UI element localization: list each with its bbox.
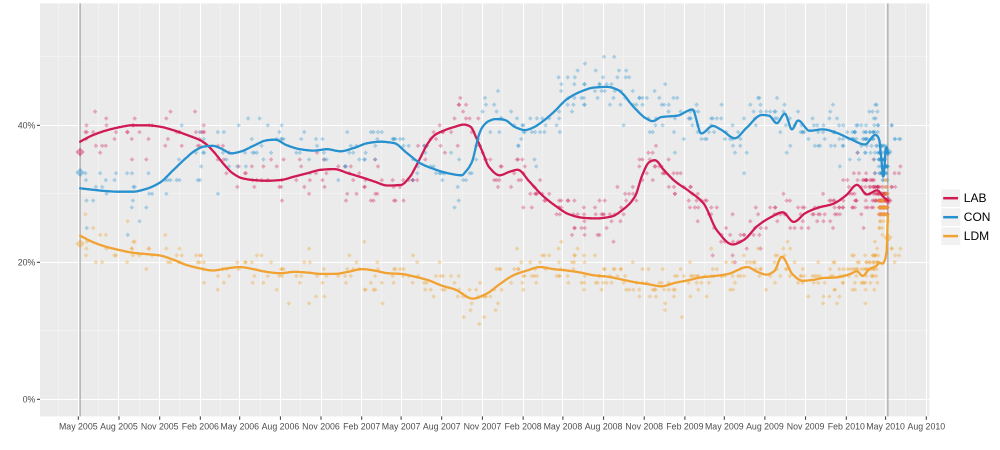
svg-text:Nov 2007: Nov 2007 xyxy=(464,422,502,432)
svg-text:0%: 0% xyxy=(23,394,36,404)
svg-text:LDM: LDM xyxy=(964,229,989,243)
svg-text:Feb 2007: Feb 2007 xyxy=(343,422,380,432)
svg-text:20%: 20% xyxy=(18,257,36,267)
svg-text:Nov 2005: Nov 2005 xyxy=(141,422,179,432)
svg-text:Aug 2006: Aug 2006 xyxy=(262,422,300,432)
svg-text:Feb 2010: Feb 2010 xyxy=(828,422,865,432)
svg-text:Feb 2008: Feb 2008 xyxy=(505,422,542,432)
svg-text:Aug 2010: Aug 2010 xyxy=(907,422,945,432)
svg-text:May 2010: May 2010 xyxy=(866,422,905,432)
svg-text:May 2008: May 2008 xyxy=(544,422,583,432)
svg-text:May 2009: May 2009 xyxy=(705,422,744,432)
svg-text:May 2007: May 2007 xyxy=(382,422,421,432)
svg-text:Feb 2006: Feb 2006 xyxy=(182,422,219,432)
svg-text:Feb 2009: Feb 2009 xyxy=(666,422,703,432)
svg-text:May 2005: May 2005 xyxy=(59,422,98,432)
svg-text:Aug 2009: Aug 2009 xyxy=(746,422,784,432)
svg-text:Nov 2008: Nov 2008 xyxy=(625,422,663,432)
svg-text:Aug 2005: Aug 2005 xyxy=(100,422,138,432)
svg-text:May 2006: May 2006 xyxy=(220,422,259,432)
svg-text:CON: CON xyxy=(964,210,991,224)
svg-text:Nov 2006: Nov 2006 xyxy=(302,422,340,432)
svg-text:Nov 2009: Nov 2009 xyxy=(787,422,825,432)
svg-text:40%: 40% xyxy=(18,120,36,130)
svg-text:LAB: LAB xyxy=(964,191,987,205)
svg-text:Aug 2008: Aug 2008 xyxy=(585,422,623,432)
svg-text:Aug 2007: Aug 2007 xyxy=(423,422,461,432)
